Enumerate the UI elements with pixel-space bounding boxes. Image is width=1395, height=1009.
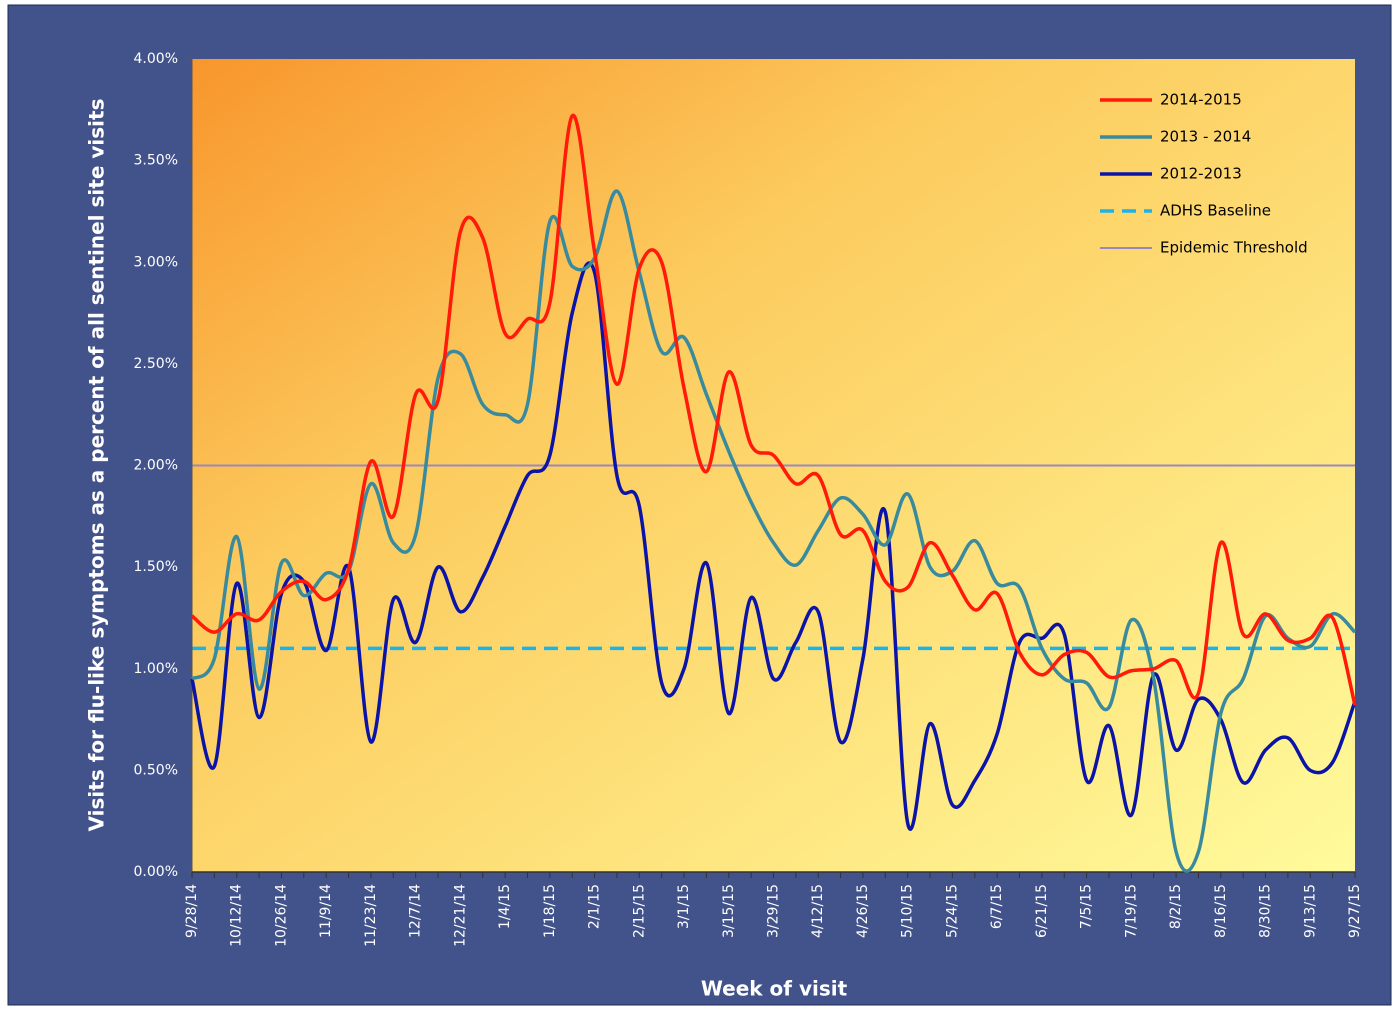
y-tick-label: 0.00% <box>134 864 178 880</box>
x-tick-label: 11/23/14 <box>363 884 379 947</box>
series-line <box>190 189 1357 873</box>
x-tick-label: 4/26/15 <box>855 884 871 938</box>
x-tick-label: 2/1/15 <box>587 884 603 929</box>
x-tick-label: 6/21/15 <box>1034 884 1050 938</box>
legend-label: 2013 - 2014 <box>1160 128 1251 146</box>
series-line <box>190 114 1357 706</box>
y-tick-label: 4.00% <box>134 51 178 67</box>
x-tick-label: 3/29/15 <box>766 884 782 938</box>
y-tick-label: 3.50% <box>134 153 178 169</box>
x-tick-label: 6/7/15 <box>989 884 1005 929</box>
x-tick-label: 5/24/15 <box>944 884 960 938</box>
x-tick-label: 3/1/15 <box>676 884 692 929</box>
x-tick-label: 8/30/15 <box>1258 884 1274 938</box>
x-tick-label: 7/5/15 <box>1079 884 1095 929</box>
x-tick-label: 3/15/15 <box>721 884 737 938</box>
x-tick-label: 2/15/15 <box>631 884 647 938</box>
x-tick-label: 10/26/14 <box>273 884 289 947</box>
x-tick-label: 8/2/15 <box>1168 884 1184 929</box>
y-tick-label: 3.00% <box>134 254 178 270</box>
x-tick-label: 12/7/14 <box>408 884 424 938</box>
y-tick-label: 0.50% <box>134 762 178 778</box>
y-tick-label: 1.50% <box>134 559 178 575</box>
y-tick-label: 1.00% <box>134 661 178 677</box>
x-tick-label: 9/13/15 <box>1302 884 1318 938</box>
x-tick-label: 5/10/15 <box>900 884 916 938</box>
y-axis-label: Visits for flu-like symptoms as a percen… <box>85 99 109 832</box>
x-axis-label: Week of visit <box>701 977 848 1001</box>
legend-label: 2014-2015 <box>1160 91 1242 109</box>
x-tick-label: 12/21/14 <box>452 884 468 947</box>
x-tick-label: 9/28/14 <box>184 884 200 938</box>
legend-label: ADHS Baseline <box>1160 202 1271 220</box>
x-tick-label: 11/9/14 <box>318 884 334 938</box>
x-tick-label: 1/18/15 <box>542 884 558 938</box>
x-tick-label: 7/19/15 <box>1123 884 1139 938</box>
series-line <box>190 261 1357 831</box>
y-tick-label: 2.50% <box>134 356 178 372</box>
x-tick-label: 10/12/14 <box>229 884 245 947</box>
x-tick-label: 9/27/15 <box>1347 884 1363 938</box>
legend-label: Epidemic Threshold <box>1160 239 1308 257</box>
x-tick-label: 8/16/15 <box>1213 884 1229 938</box>
x-tick-label: 4/12/15 <box>810 884 826 938</box>
legend-label: 2012-2013 <box>1160 165 1242 183</box>
x-tick-label: 1/4/15 <box>497 884 513 929</box>
y-tick-label: 2.00% <box>134 458 178 474</box>
